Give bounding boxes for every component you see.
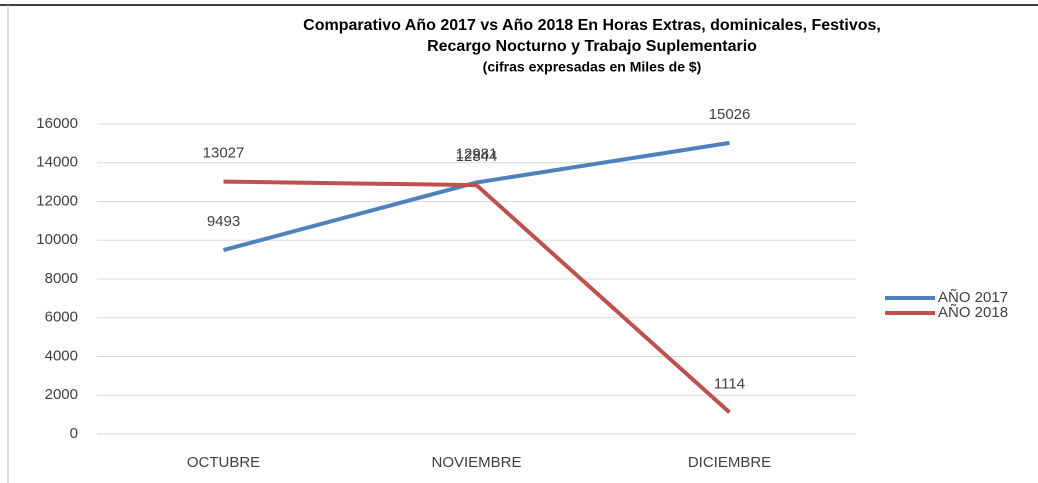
x-tick-label: DICIEMBRE [688, 454, 771, 471]
chart-title: Recargo Nocturno y Trabajo Suplementario [427, 38, 757, 55]
y-tick-label: 10000 [36, 231, 78, 248]
y-tick-label: 8000 [45, 270, 78, 287]
data-label: 12844 [456, 148, 498, 165]
series-line [223, 179, 731, 414]
legend-label: AÑO 2017 [938, 289, 1008, 306]
y-tick-label: 14000 [36, 154, 78, 171]
y-tick-label: 2000 [45, 386, 78, 403]
legend-label: AÑO 2018 [938, 304, 1008, 321]
data-label: 12981 [456, 145, 498, 162]
x-tick-label: NOVIEMBRE [431, 454, 521, 471]
chart-subtitle: (cifras expresadas en Miles de $) [483, 59, 702, 75]
data-label: 13027 [203, 145, 245, 162]
y-tick-label: 4000 [45, 347, 78, 364]
data-label: 15026 [709, 106, 751, 123]
data-label: 9493 [207, 213, 240, 230]
x-tick-label: OCTUBRE [187, 454, 260, 471]
y-tick-label: 12000 [36, 192, 78, 209]
series-line [222, 140, 730, 253]
chart-title: Comparativo Año 2017 vs Año 2018 En Hora… [303, 17, 881, 34]
data-label: 1114 [714, 375, 745, 392]
y-tick-label: 16000 [36, 115, 78, 132]
y-tick-label: 6000 [45, 309, 78, 326]
y-tick-label: 0 [70, 425, 78, 442]
